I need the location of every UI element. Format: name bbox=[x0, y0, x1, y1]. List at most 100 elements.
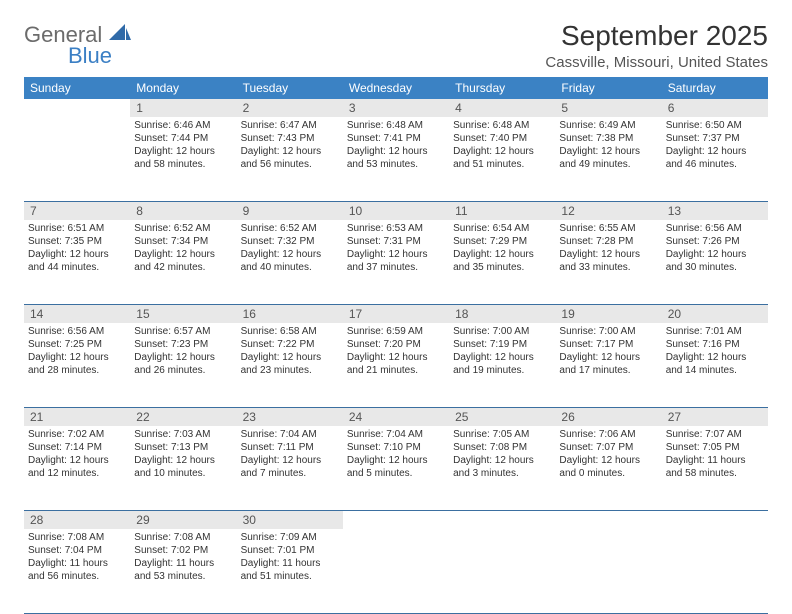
sunset-line: Sunset: 7:35 PM bbox=[28, 235, 126, 248]
sunset-line: Sunset: 7:44 PM bbox=[134, 132, 232, 145]
daylight-line: Daylight: 12 hours and 7 minutes. bbox=[241, 454, 339, 480]
sunrise-line: Sunrise: 7:01 AM bbox=[666, 325, 764, 338]
daylight-line: Daylight: 12 hours and 42 minutes. bbox=[134, 248, 232, 274]
day-details: Sunrise: 7:02 AMSunset: 7:14 PMDaylight:… bbox=[24, 426, 130, 484]
month-title: September 2025 bbox=[545, 20, 768, 52]
col-sunday: Sunday bbox=[24, 77, 130, 99]
sunrise-line: Sunrise: 6:52 AM bbox=[241, 222, 339, 235]
day-details: Sunrise: 7:04 AMSunset: 7:11 PMDaylight:… bbox=[237, 426, 343, 484]
day-number-row: 78910111213 bbox=[24, 202, 768, 221]
day-number-cell: 22 bbox=[130, 408, 236, 427]
day-number-cell: 5 bbox=[555, 99, 661, 117]
sunrise-line: Sunrise: 7:04 AM bbox=[241, 428, 339, 441]
daylight-line: Daylight: 12 hours and 0 minutes. bbox=[559, 454, 657, 480]
daylight-line: Daylight: 12 hours and 14 minutes. bbox=[666, 351, 764, 377]
sunset-line: Sunset: 7:13 PM bbox=[134, 441, 232, 454]
col-thursday: Thursday bbox=[449, 77, 555, 99]
day-details: Sunrise: 6:48 AMSunset: 7:40 PMDaylight:… bbox=[449, 117, 555, 175]
sunrise-line: Sunrise: 7:00 AM bbox=[559, 325, 657, 338]
day-details: Sunrise: 6:54 AMSunset: 7:29 PMDaylight:… bbox=[449, 220, 555, 278]
day-cell: Sunrise: 7:03 AMSunset: 7:13 PMDaylight:… bbox=[130, 426, 236, 511]
day-cell bbox=[555, 529, 661, 614]
day-details: Sunrise: 6:48 AMSunset: 7:41 PMDaylight:… bbox=[343, 117, 449, 175]
day-content-row: Sunrise: 6:56 AMSunset: 7:25 PM Daylight:… bbox=[24, 323, 768, 408]
sunrise-line: Sunrise: 6:51 AM bbox=[28, 222, 126, 235]
day-cell: Sunrise: 7:05 AMSunset: 7:08 PMDaylight:… bbox=[449, 426, 555, 511]
day-cell: Sunrise: 7:04 AMSunset: 7:10 PMDaylight:… bbox=[343, 426, 449, 511]
day-details: Sunrise: 7:08 AMSunset: 7:04 PMDaylight:… bbox=[24, 529, 130, 587]
day-cell bbox=[662, 529, 768, 614]
daylight-line: Daylight: 12 hours and 10 minutes. bbox=[134, 454, 232, 480]
day-cell: Sunrise: 7:02 AMSunset: 7:14 PMDaylight:… bbox=[24, 426, 130, 511]
sunset-line: Sunset: 7:28 PM bbox=[559, 235, 657, 248]
day-number-cell: 20 bbox=[662, 305, 768, 324]
logo-text-blue: Blue bbox=[68, 45, 131, 67]
day-number-cell: 28 bbox=[24, 511, 130, 530]
daylight-line: Daylight: 12 hours and 40 minutes. bbox=[241, 248, 339, 274]
sunrise-line: Sunrise: 6:56 AM bbox=[28, 325, 126, 338]
sunrise-line: Sunrise: 6:47 AM bbox=[241, 119, 339, 132]
day-details: Sunrise: 7:09 AMSunset: 7:01 PMDaylight:… bbox=[237, 529, 343, 587]
day-details: Sunrise: 6:53 AMSunset: 7:31 PMDaylight:… bbox=[343, 220, 449, 278]
sunrise-line: Sunrise: 6:54 AM bbox=[453, 222, 551, 235]
sunrise-line: Sunrise: 7:05 AM bbox=[453, 428, 551, 441]
sunset-line: Sunset: 7:02 PM bbox=[134, 544, 232, 557]
day-cell bbox=[449, 529, 555, 614]
day-number-cell: 23 bbox=[237, 408, 343, 427]
daylight-line: Daylight: 12 hours and 49 minutes. bbox=[559, 145, 657, 171]
sunrise-line: Sunrise: 6:58 AM bbox=[241, 325, 339, 338]
sunset-line: Sunset: 7:41 PM bbox=[347, 132, 445, 145]
day-cell: Sunrise: 6:51 AMSunset: 7:35 PMDaylight:… bbox=[24, 220, 130, 305]
sunrise-line: Sunrise: 6:57 AM bbox=[134, 325, 232, 338]
day-details: Sunrise: 6:58 AMSunset: 7:22 PMDaylight:… bbox=[237, 323, 343, 381]
day-number-cell bbox=[662, 511, 768, 530]
day-details: Sunrise: 6:59 AMSunset: 7:20 PMDaylight:… bbox=[343, 323, 449, 381]
day-cell: Sunrise: 7:09 AMSunset: 7:01 PMDaylight:… bbox=[237, 529, 343, 614]
day-cell: Sunrise: 7:08 AMSunset: 7:02 PMDaylight:… bbox=[130, 529, 236, 614]
calendar-table: Sunday Monday Tuesday Wednesday Thursday… bbox=[24, 77, 768, 614]
sunrise-line: Sunrise: 7:04 AM bbox=[347, 428, 445, 441]
day-details: Sunrise: 6:46 AMSunset: 7:44 PMDaylight:… bbox=[130, 117, 236, 175]
day-details: Sunrise: 6:55 AMSunset: 7:28 PMDaylight:… bbox=[555, 220, 661, 278]
day-number-cell: 1 bbox=[130, 99, 236, 117]
day-number-cell: 11 bbox=[449, 202, 555, 221]
sunset-line: Sunset: 7:29 PM bbox=[453, 235, 551, 248]
day-cell: Sunrise: 6:48 AMSunset: 7:40 PMDaylight:… bbox=[449, 117, 555, 202]
sunset-line: Sunset: 7:26 PM bbox=[666, 235, 764, 248]
day-number-row: 282930 bbox=[24, 511, 768, 530]
day-number-cell bbox=[24, 99, 130, 117]
daylight-line: Daylight: 12 hours and 23 minutes. bbox=[241, 351, 339, 377]
day-details: Sunrise: 6:56 AMSunset: 7:25 PMDaylight:… bbox=[24, 323, 130, 381]
day-number-cell bbox=[449, 511, 555, 530]
daylight-line: Daylight: 11 hours and 51 minutes. bbox=[241, 557, 339, 583]
col-wednesday: Wednesday bbox=[343, 77, 449, 99]
sunset-line: Sunset: 7:07 PM bbox=[559, 441, 657, 454]
sunset-line: Sunset: 7:40 PM bbox=[453, 132, 551, 145]
col-friday: Friday bbox=[555, 77, 661, 99]
sunset-line: Sunset: 7:25 PM bbox=[28, 338, 126, 351]
day-cell: Sunrise: 7:00 AMSunset: 7:19 PMDaylight:… bbox=[449, 323, 555, 408]
sunrise-line: Sunrise: 7:02 AM bbox=[28, 428, 126, 441]
location-text: Cassville, Missouri, United States bbox=[545, 54, 768, 71]
daylight-line: Daylight: 12 hours and 12 minutes. bbox=[28, 454, 126, 480]
sunset-line: Sunset: 7:37 PM bbox=[666, 132, 764, 145]
daylight-line: Daylight: 11 hours and 53 minutes. bbox=[134, 557, 232, 583]
sunrise-line: Sunrise: 7:03 AM bbox=[134, 428, 232, 441]
day-number-cell: 3 bbox=[343, 99, 449, 117]
sunset-line: Sunset: 7:10 PM bbox=[347, 441, 445, 454]
day-number-cell: 21 bbox=[24, 408, 130, 427]
day-number-cell: 12 bbox=[555, 202, 661, 221]
day-cell bbox=[343, 529, 449, 614]
title-block: September 2025 Cassville, Missouri, Unit… bbox=[545, 20, 768, 71]
day-number-row: 21222324252627 bbox=[24, 408, 768, 427]
day-details: Sunrise: 7:04 AMSunset: 7:10 PMDaylight:… bbox=[343, 426, 449, 484]
day-cell: Sunrise: 6:56 AMSunset: 7:26 PMDaylight:… bbox=[662, 220, 768, 305]
day-number-cell: 6 bbox=[662, 99, 768, 117]
day-cell: Sunrise: 7:08 AMSunset: 7:04 PMDaylight:… bbox=[24, 529, 130, 614]
sunrise-line: Sunrise: 6:48 AM bbox=[453, 119, 551, 132]
weekday-header-row: Sunday Monday Tuesday Wednesday Thursday… bbox=[24, 77, 768, 99]
daylight-line: Daylight: 12 hours and 44 minutes. bbox=[28, 248, 126, 274]
day-number-cell: 14 bbox=[24, 305, 130, 324]
logo: General Blue bbox=[24, 20, 131, 67]
day-number-cell: 13 bbox=[662, 202, 768, 221]
